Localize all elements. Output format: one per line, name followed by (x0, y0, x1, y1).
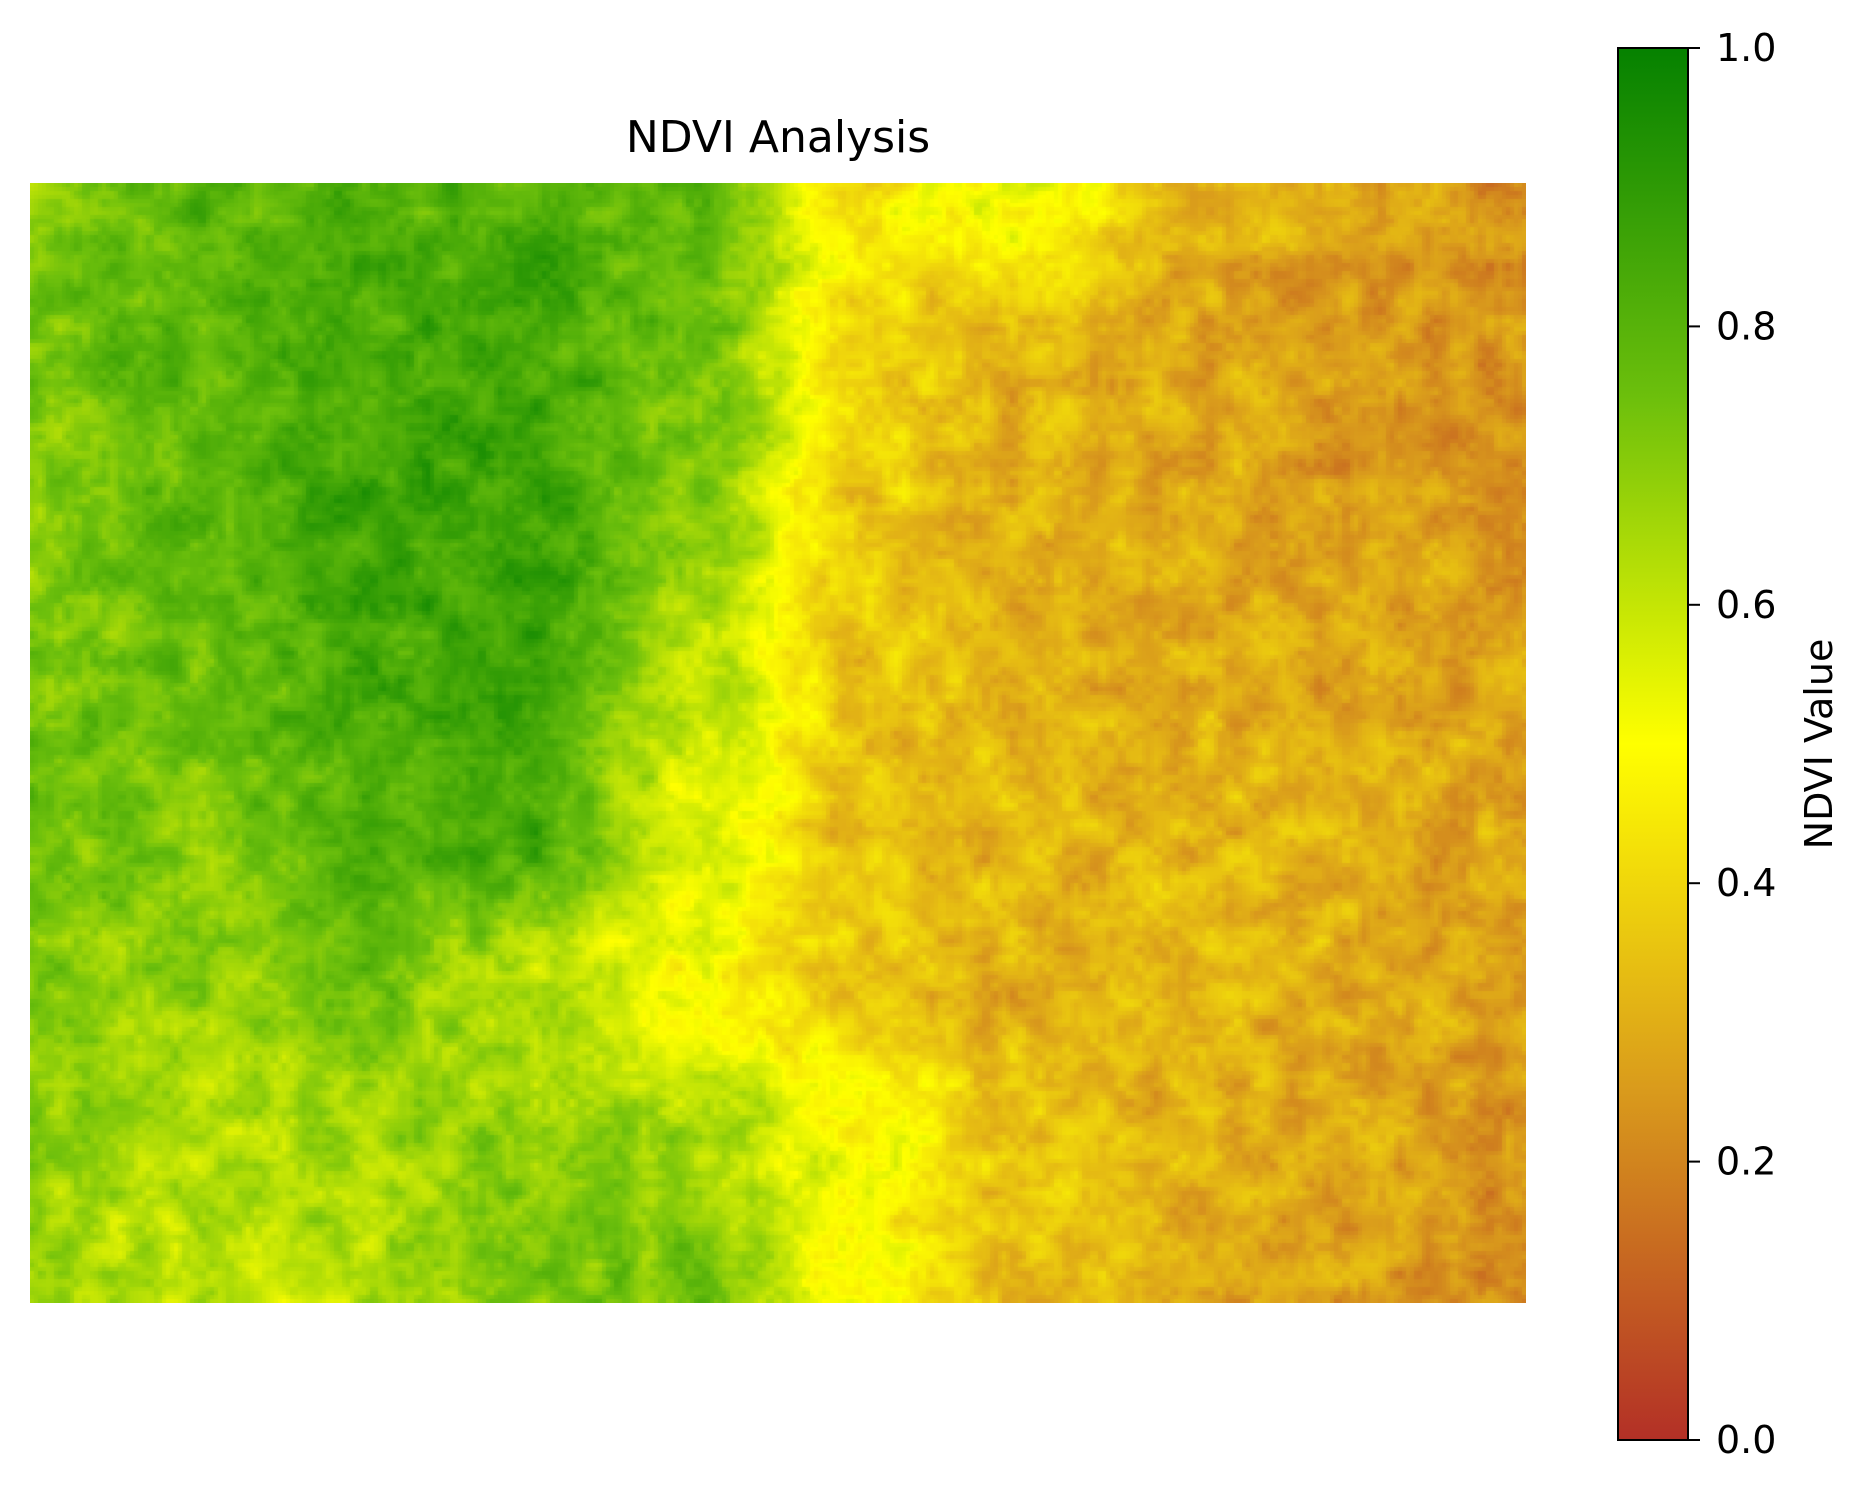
colorbar-label: NDVI Value (1797, 639, 1841, 850)
colorbar-gradient (1617, 47, 1689, 1441)
colorbar-tick-label: 0.0 (1716, 1418, 1776, 1462)
colorbar-tick-label: 0.2 (1716, 1140, 1776, 1184)
colorbar-tick-label: 0.4 (1716, 861, 1776, 905)
colorbar-tick-label: 0.6 (1716, 583, 1776, 627)
colorbar-tick-label: 1.0 (1716, 26, 1776, 70)
ndvi-heatmap (30, 183, 1526, 1303)
colorbar-tick-label: 0.8 (1716, 304, 1776, 348)
colorbar-ticks: 0.0 0.2 0.4 0.6 0.8 1.0 (1688, 26, 1776, 1462)
chart-title: NDVI Analysis (625, 112, 931, 163)
